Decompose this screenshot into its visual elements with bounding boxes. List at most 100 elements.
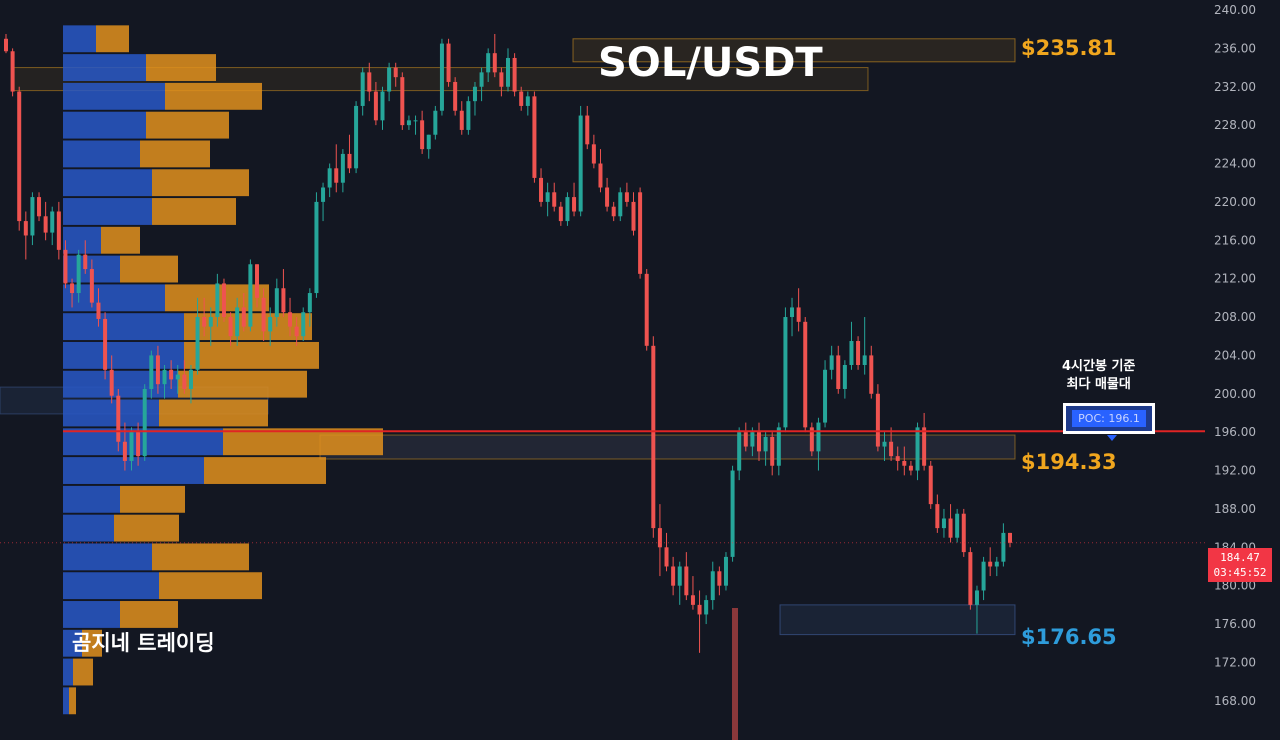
vp-buy-bar — [63, 198, 152, 225]
candle-body — [545, 192, 550, 202]
candle-body — [373, 91, 378, 121]
vp-buy-bar — [63, 111, 146, 139]
y-tick-label: 172.00 — [1214, 655, 1256, 669]
poc-note-line1: 4시간봉 기준 — [1062, 359, 1136, 374]
candle-body — [955, 513, 960, 538]
vp-sell-bar — [120, 485, 185, 513]
vp-buy-bar — [63, 658, 73, 686]
vp-sell-bar — [152, 198, 236, 225]
candle-body — [816, 422, 821, 452]
poc-label: POC: 196.1 — [1072, 410, 1146, 427]
candle-body — [961, 513, 966, 553]
candle-body — [776, 427, 781, 466]
vp-buy-bar — [63, 54, 146, 81]
candle-body — [869, 355, 874, 394]
candle-body — [922, 427, 927, 466]
candle-body — [988, 561, 993, 567]
candle-body — [618, 192, 623, 217]
y-tick-label: 200.00 — [1214, 387, 1256, 401]
candle-body — [50, 211, 55, 233]
candle-body — [565, 197, 570, 222]
candle-body — [889, 441, 894, 457]
vp-sell-bar — [223, 428, 383, 456]
candle-body — [169, 369, 174, 380]
candle-body — [281, 288, 286, 313]
candle-body — [690, 595, 695, 605]
candle-body — [202, 317, 207, 327]
candle-body — [1008, 532, 1012, 543]
last-price-countdown: 03:45:52 — [1213, 566, 1267, 579]
candle-body — [809, 427, 814, 452]
level-label-194: $194.33 — [1021, 450, 1117, 474]
candle-body — [631, 201, 636, 231]
candle-body — [915, 427, 920, 471]
candle-body — [459, 110, 464, 130]
candle-body — [228, 317, 233, 337]
vp-buy-bar — [63, 140, 140, 168]
candle-body — [136, 432, 141, 457]
candle-body — [671, 566, 676, 586]
candle-body — [89, 269, 94, 303]
watermark-text: 곰지네 트레이딩 — [72, 631, 215, 655]
candle-body — [684, 566, 689, 596]
y-tick-label: 196.00 — [1214, 425, 1256, 439]
candle-body — [882, 441, 887, 447]
candle-body — [380, 91, 385, 121]
candle-body — [486, 53, 491, 73]
candle-body — [598, 163, 603, 188]
candle-body — [70, 283, 75, 294]
y-tick-label: 204.00 — [1214, 348, 1256, 362]
candle-body — [908, 465, 913, 471]
candle-body — [506, 57, 510, 87]
candle-body — [677, 566, 682, 586]
vp-buy-bar — [63, 341, 184, 369]
candle-body — [4, 38, 8, 52]
candle-body — [307, 293, 312, 313]
candle-body — [750, 432, 755, 447]
candle-body — [902, 460, 907, 466]
vp-sell-bar — [152, 543, 249, 571]
last-price-value: 184.47 — [1220, 551, 1260, 564]
candle-body — [96, 302, 101, 319]
candle-body — [763, 436, 768, 452]
candle-body — [248, 264, 253, 327]
candle-body — [116, 395, 121, 442]
vp-sell-bar — [96, 25, 129, 53]
vp-buy-bar — [63, 313, 184, 341]
candle-body — [856, 341, 861, 365]
candle-body — [624, 192, 629, 202]
candle-body — [56, 211, 61, 250]
candle-body — [895, 456, 900, 461]
candle-body — [829, 355, 834, 370]
level-label-235: $235.81 — [1021, 36, 1117, 60]
vp-buy-bar — [63, 457, 204, 484]
y-tick-label: 240.00 — [1214, 3, 1256, 17]
vp-sell-bar — [159, 399, 268, 427]
candle-body — [453, 81, 458, 111]
candle-body — [974, 590, 979, 605]
vp-sell-bar — [204, 457, 326, 484]
candle-body — [875, 393, 880, 447]
candle-body — [479, 72, 484, 87]
candle-body — [255, 264, 259, 298]
candle-body — [208, 317, 213, 327]
vp-buy-bar — [63, 572, 159, 600]
candle-body — [155, 355, 160, 385]
candle-body — [948, 518, 953, 538]
candle-body — [261, 297, 266, 332]
candle-body — [578, 115, 583, 212]
vp-buy-bar — [63, 370, 178, 398]
candle-body — [532, 96, 537, 178]
y-tick-label: 236.00 — [1214, 41, 1256, 55]
poc-label-box[interactable]: POC: 196.1 — [1063, 403, 1155, 434]
candle-body — [83, 254, 88, 270]
poc-annotation: 4시간봉 기준 최다 매물대 — [1062, 358, 1135, 394]
y-tick-label: 228.00 — [1214, 118, 1256, 132]
vp-sell-bar — [165, 82, 262, 110]
candle-body — [122, 441, 127, 461]
candle-body — [928, 465, 933, 505]
candle-body — [512, 57, 517, 92]
y-tick-label: 188.00 — [1214, 502, 1256, 516]
candle-body — [790, 307, 795, 318]
